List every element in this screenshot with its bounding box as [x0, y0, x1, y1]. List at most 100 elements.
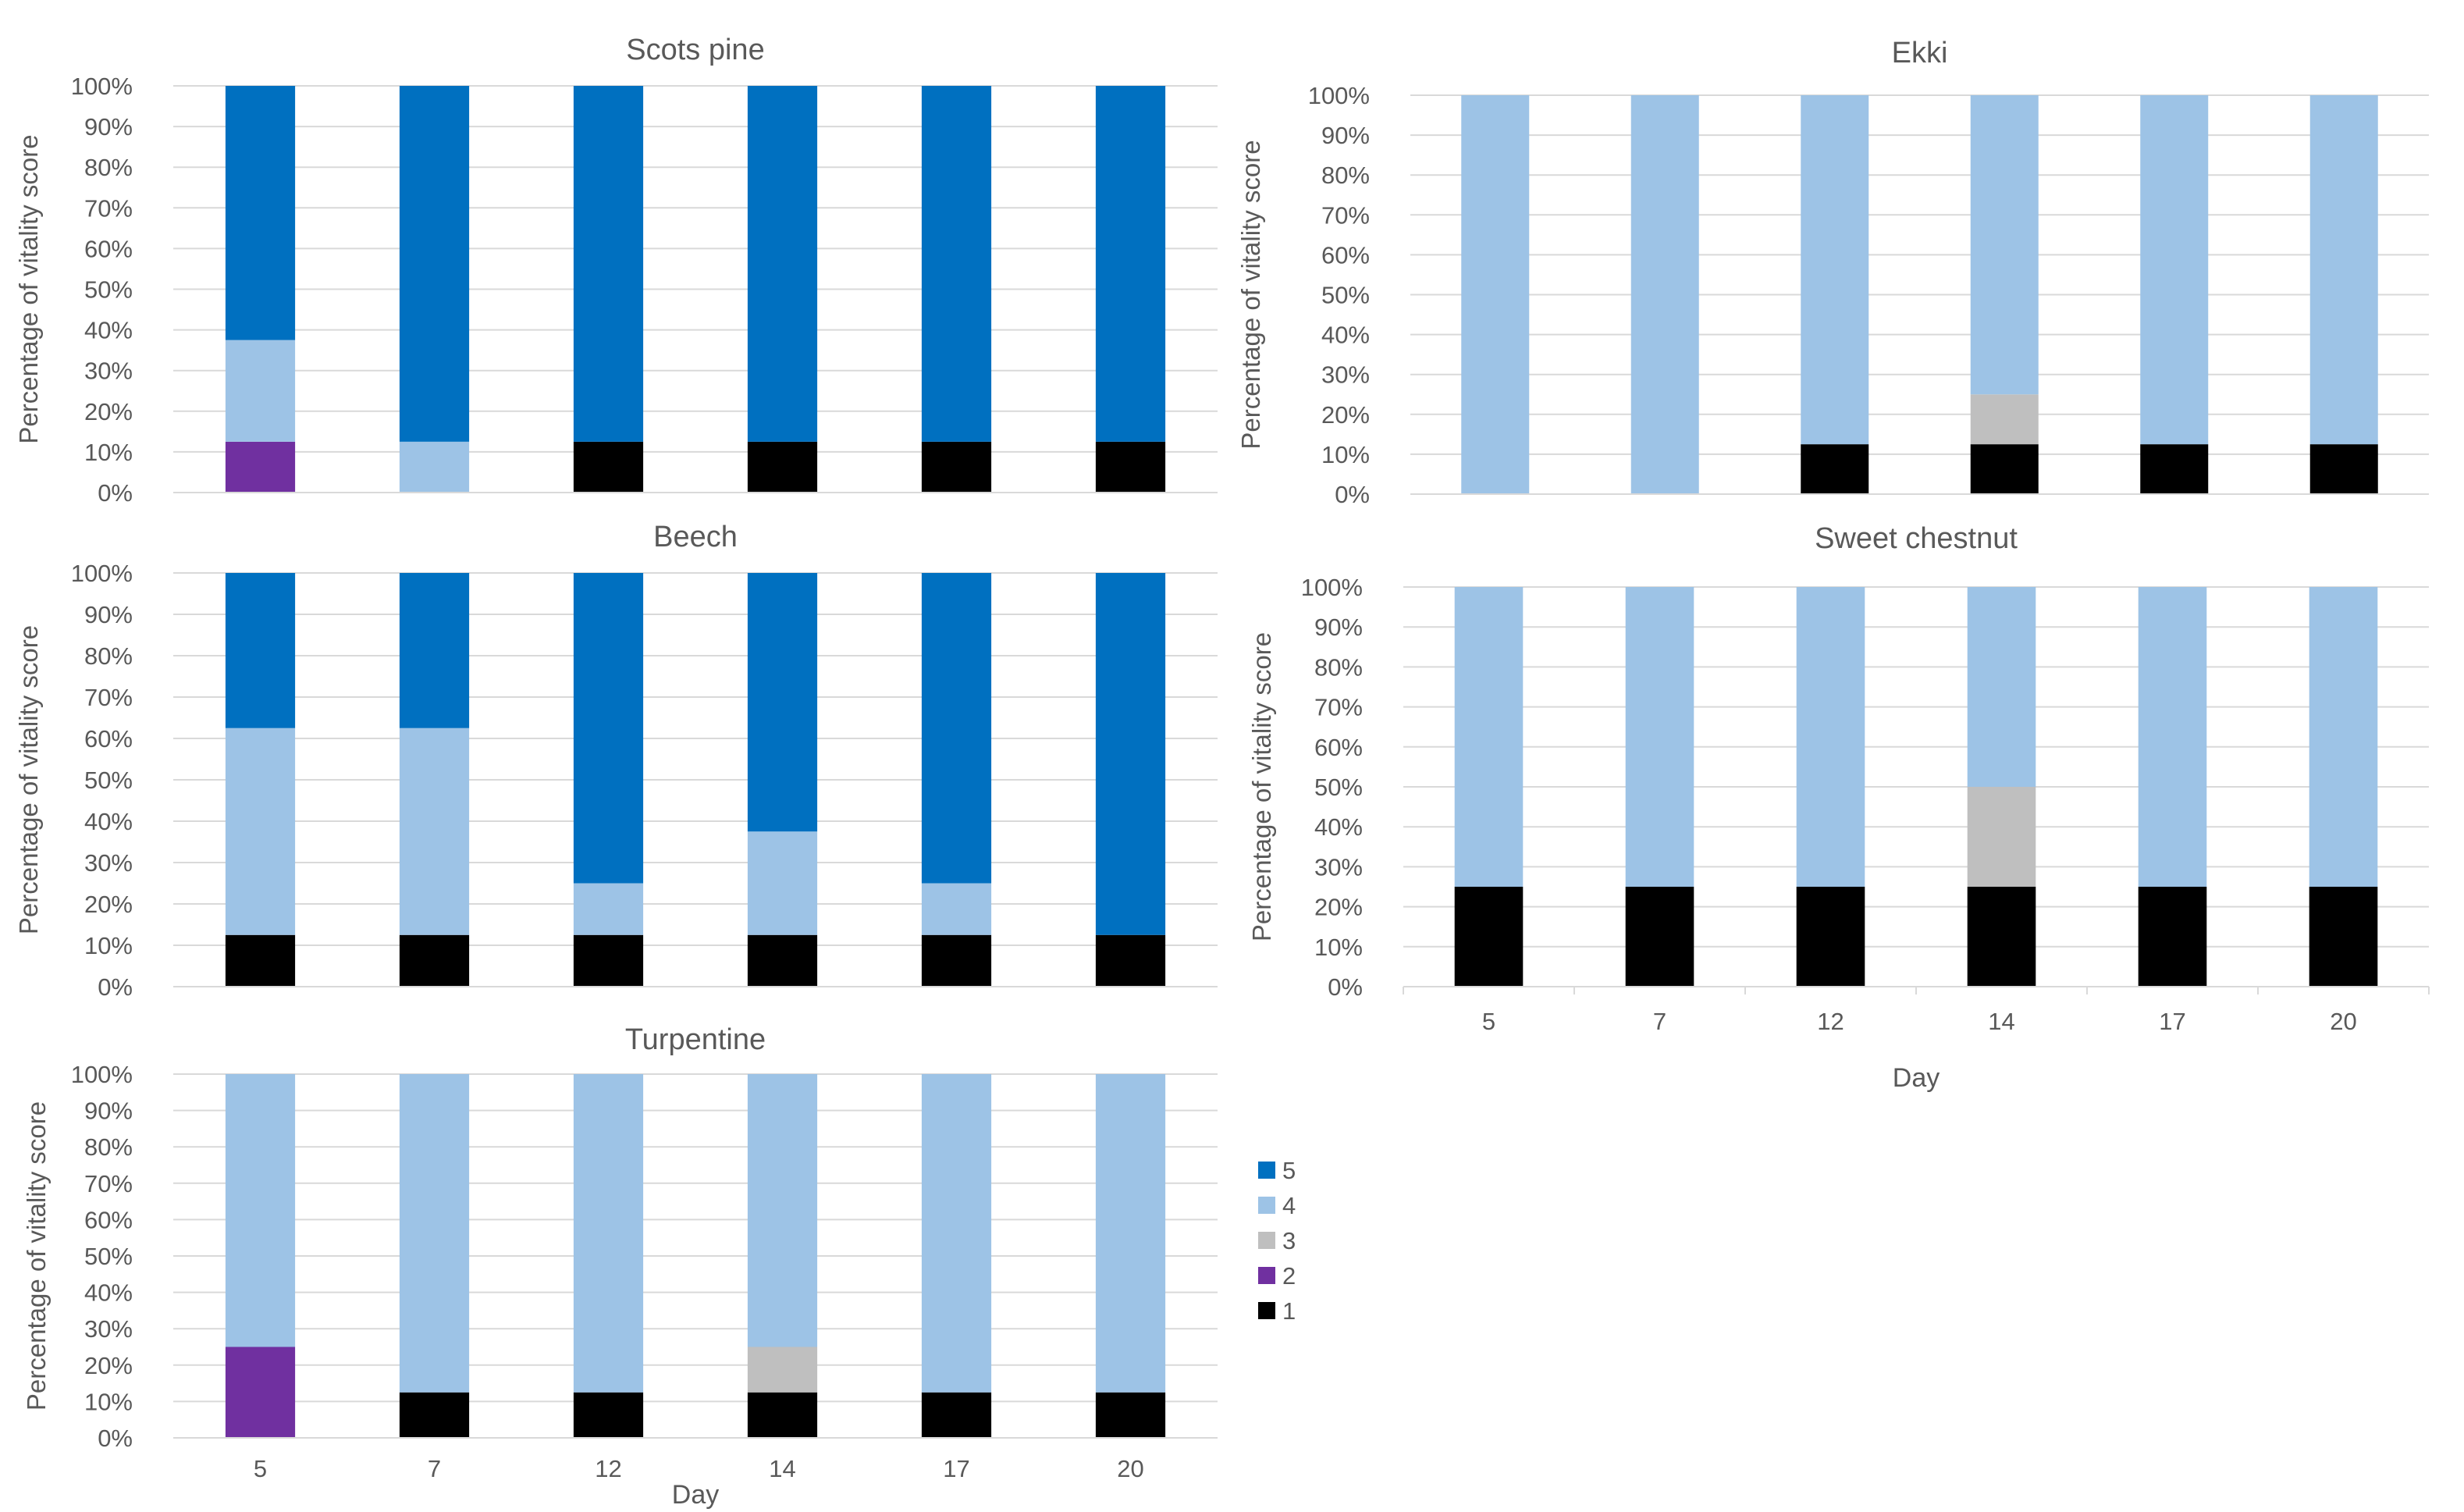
bar-segment-day-5-score-1 — [1454, 887, 1524, 987]
bar-segment-day-14-score-3 — [747, 1347, 818, 1393]
y-tick-label: 70% — [1314, 694, 1363, 721]
bar-segment-day-7-score-1 — [399, 1392, 470, 1438]
bar-segment-day-17-score-4 — [921, 1074, 992, 1393]
y-tick-label: 50% — [84, 767, 133, 794]
bar-segment-day-20-score-1 — [1095, 441, 1166, 493]
bar-segment-day-14-score-4 — [747, 1074, 818, 1347]
chart-title: Beech — [653, 521, 738, 553]
bar-segment-day-14-score-3 — [1970, 394, 2039, 445]
y-tick-label: 100% — [1308, 82, 1370, 109]
bar-segment-day-17-score-1 — [2138, 887, 2207, 987]
bar-segment-day-17-score-1 — [921, 1392, 992, 1438]
y-tick-label: 100% — [71, 560, 133, 587]
bar-segment-day-20-score-4 — [2309, 95, 2378, 445]
y-axis-label: Percentage of vitality score — [14, 625, 43, 934]
bar-segment-day-5-score-5 — [225, 573, 296, 728]
bar-segment-day-12-score-5 — [573, 86, 644, 442]
bar-segment-day-17-score-4 — [2138, 587, 2207, 887]
y-tick-label: 10% — [1321, 441, 1370, 468]
y-tick-label: 0% — [98, 479, 133, 507]
bar-segment-day-17-score-1 — [921, 934, 992, 987]
ekki-chart: 0% 10% 20% 30% 40% 50% 60% 70% 80% 90% 100% Ekki Per… — [1236, 37, 2429, 508]
bar-segment-day-12-score-1 — [1801, 444, 1869, 494]
y-tick-label: 90% — [84, 113, 133, 141]
bar-segment-day-12-score-4 — [1796, 587, 1865, 887]
y-tick-label: 10% — [84, 932, 133, 959]
y-tick-label: 100% — [71, 1061, 133, 1088]
bar-segment-day-5-score-2 — [225, 441, 296, 493]
y-axis-label: Percentage of vitality score — [22, 1101, 51, 1411]
y-tick-label: 40% — [1314, 813, 1363, 841]
beech-chart: 0% 10% 20% 30% 40% 50% 60% 70% 80% 90% 100% Beech Pe… — [14, 521, 1218, 1001]
y-tick-label: 0% — [1335, 481, 1370, 508]
bar-segment-day-5-score-4 — [225, 728, 296, 935]
chart-title: Sweet chestnut — [1815, 522, 2018, 555]
x-tick-label: 14 — [769, 1455, 795, 1482]
y-tick-label: 30% — [84, 849, 133, 877]
x-axis-label: Day — [672, 1480, 719, 1510]
bar-segment-day-7-score-1 — [399, 934, 470, 987]
bar-segment-day-5-score-4 — [1454, 587, 1524, 887]
x-axis-label: Day — [1893, 1063, 1940, 1093]
y-tick-label: 30% — [84, 1315, 133, 1343]
bar-segment-day-17-score-4 — [921, 883, 992, 935]
bar-segment-day-7-score-4 — [1630, 95, 1699, 494]
y-tick-label: 70% — [84, 194, 133, 222]
y-tick-label: 100% — [71, 73, 133, 100]
bar-segment-day-14-score-3 — [1967, 787, 2036, 887]
x-tick-label: 7 — [428, 1455, 441, 1482]
bar-segment-day-17-score-4 — [2140, 95, 2209, 445]
sweet-chestnut-chart: 0% 10% 20% 30% 40% 50% 60% 70% 80% 90% 100% 5 7 12 14 1… — [1247, 522, 2430, 1093]
chart-title: Turpentine — [625, 1023, 766, 1056]
x-tick-label: 5 — [254, 1455, 267, 1482]
x-tick-label: 17 — [943, 1455, 969, 1482]
bar-segment-day-12-score-4 — [573, 1074, 644, 1393]
y-tick-label: 20% — [84, 1352, 133, 1379]
legend-swatch-3 — [1258, 1232, 1275, 1249]
bar-segment-day-14-score-4 — [747, 831, 818, 935]
y-tick-label: 40% — [84, 1279, 133, 1307]
bar-segment-day-12-score-4 — [1801, 95, 1869, 445]
legend-label-4: 4 — [1282, 1192, 1296, 1219]
bar-segment-day-12-score-1 — [1796, 887, 1865, 987]
bar-segment-day-14-score-5 — [747, 86, 818, 442]
bar-segment-day-20-score-1 — [1095, 934, 1166, 987]
bar-segment-day-7-score-5 — [399, 86, 470, 442]
bar-segment-day-14-score-4 — [1970, 95, 2039, 395]
bar-segment-day-5-score-4 — [225, 340, 296, 442]
y-axis-label: Percentage of vitality score — [14, 134, 43, 443]
bar-segment-day-5-score-4 — [225, 1074, 296, 1347]
y-tick-label: 70% — [1321, 201, 1370, 229]
bar-segment-day-20-score-1 — [2309, 444, 2378, 494]
y-tick-label: 60% — [84, 1206, 133, 1233]
y-tick-label: 70% — [84, 684, 133, 711]
x-tick-label: 17 — [2159, 1008, 2185, 1035]
y-tick-label: 10% — [1314, 934, 1363, 961]
bar-segment-day-17-score-1 — [921, 441, 992, 493]
turpentine-chart: 0% 10% 20% 30% 40% 50% 60% 70% 80% 90% 100% 5 7 12 14 1… — [22, 1023, 1218, 1510]
y-axis-label: Percentage of vitality score — [1236, 140, 1265, 449]
bar-segment-day-5-score-1 — [225, 934, 296, 987]
legend-label-3: 3 — [1282, 1227, 1296, 1254]
bar-segment-day-14-score-1 — [1970, 444, 2039, 494]
bar-segment-day-7-score-4 — [399, 1074, 470, 1393]
y-tick-label: 80% — [1321, 162, 1370, 189]
bar-segment-day-14-score-1 — [747, 1392, 818, 1438]
y-tick-label: 50% — [1321, 282, 1370, 309]
bar-segment-day-7-score-4 — [1625, 587, 1694, 887]
bar-segment-day-17-score-5 — [921, 573, 992, 884]
bar-segment-day-20-score-4 — [1095, 1074, 1166, 1393]
y-tick-label: 80% — [84, 1133, 133, 1161]
y-tick-label: 40% — [84, 317, 133, 344]
bar-segment-day-7-score-5 — [399, 573, 470, 728]
bar-segment-day-7-score-4 — [399, 728, 470, 935]
scots-pine-chart: 0% 10% 20% 30% 40% 50% 60% 70% 80% 90% 100% Scots p… — [14, 34, 1218, 507]
y-tick-label: 20% — [84, 891, 133, 918]
y-tick-label: 90% — [84, 601, 133, 628]
y-tick-label: 60% — [84, 235, 133, 262]
y-tick-label: 90% — [1314, 614, 1363, 641]
bar-segment-day-17-score-1 — [2140, 444, 2209, 494]
bar-segment-day-14-score-5 — [747, 573, 818, 832]
x-tick-label: 20 — [1117, 1455, 1143, 1482]
